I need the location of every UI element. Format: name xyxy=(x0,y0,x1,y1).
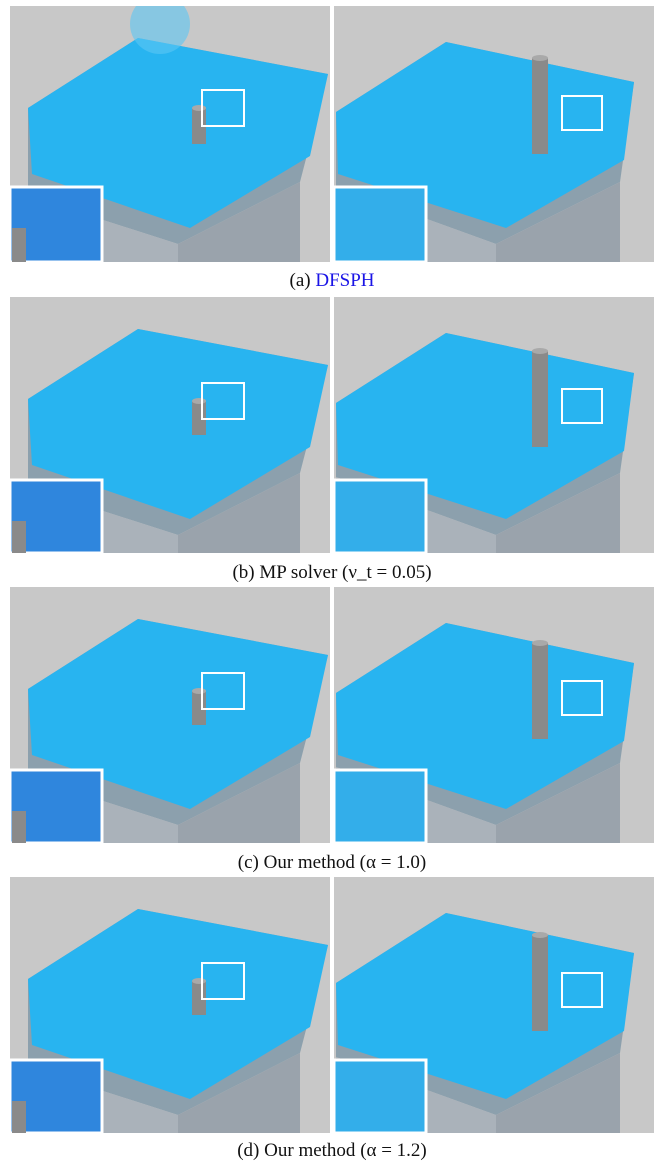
figure-row-d: (d) Our method (α = 1.2) xyxy=(0,877,664,1166)
caption-a: (a) DFSPH xyxy=(0,270,664,292)
caption-c-param: (α = 1.0) xyxy=(359,852,427,873)
caption-c: (c) Our method (α = 1.0) xyxy=(0,852,664,874)
caption-b-param: (ν_t = 0.05) xyxy=(342,562,432,583)
zoom-inset xyxy=(334,768,428,843)
render-panel-b-left xyxy=(10,297,330,553)
figure-row-c: (c) Our method (α = 1.0) xyxy=(0,587,664,877)
inset-marker xyxy=(561,972,603,1008)
fluid-surface xyxy=(28,329,328,519)
render-panel-d-left xyxy=(10,877,330,1133)
caption-b-method: MP solver xyxy=(259,562,338,583)
zoom-inset xyxy=(334,1058,428,1133)
fluid-surface xyxy=(336,623,634,809)
fluid-surface xyxy=(28,38,328,228)
caption-a-label: (a) xyxy=(289,270,311,291)
render-panel-a-right xyxy=(334,6,654,262)
caption-d-label: (d) xyxy=(237,1140,260,1161)
caption-b: (b) MP solver (ν_t = 0.05) xyxy=(0,562,664,584)
render-panel-d-right xyxy=(334,877,654,1133)
caption-b-label: (b) xyxy=(232,562,255,583)
cylinder-obstacle xyxy=(532,935,548,1031)
caption-d: (d) Our method (α = 1.2) xyxy=(0,1140,664,1162)
cylinder-obstacle xyxy=(532,58,548,154)
render-panel-b-right xyxy=(334,297,654,553)
zoom-inset xyxy=(334,185,428,262)
cylinder-obstacle xyxy=(532,351,548,447)
cylinder-obstacle xyxy=(532,643,548,739)
caption-d-method: Our method xyxy=(264,1140,356,1161)
fluid-surface xyxy=(28,619,328,809)
inset-marker xyxy=(561,95,603,131)
inset-marker xyxy=(201,962,245,1000)
zoom-inset xyxy=(10,1058,104,1133)
render-panel-c-right xyxy=(334,587,654,843)
caption-c-method: Our method xyxy=(263,852,355,873)
figure-row-a: (a) DFSPH xyxy=(0,6,664,296)
inset-marker xyxy=(201,382,245,420)
render-panel-c-left xyxy=(10,587,330,843)
caption-c-label: (c) xyxy=(237,852,259,873)
inset-marker xyxy=(561,680,603,716)
fluid-surface xyxy=(336,333,634,519)
inset-marker xyxy=(201,672,245,710)
zoom-inset xyxy=(334,478,428,553)
inset-marker xyxy=(561,388,603,424)
caption-a-method[interactable]: DFSPH xyxy=(315,270,375,291)
render-panel-a-left xyxy=(10,6,330,262)
fluid-surface xyxy=(28,909,328,1099)
fluid-surface xyxy=(336,913,634,1099)
caption-d-param: (α = 1.2) xyxy=(360,1140,427,1161)
figure-row-b: (b) MP solver (ν_t = 0.05) xyxy=(0,297,664,588)
fluid-surface xyxy=(336,42,634,228)
inset-marker xyxy=(201,89,245,127)
